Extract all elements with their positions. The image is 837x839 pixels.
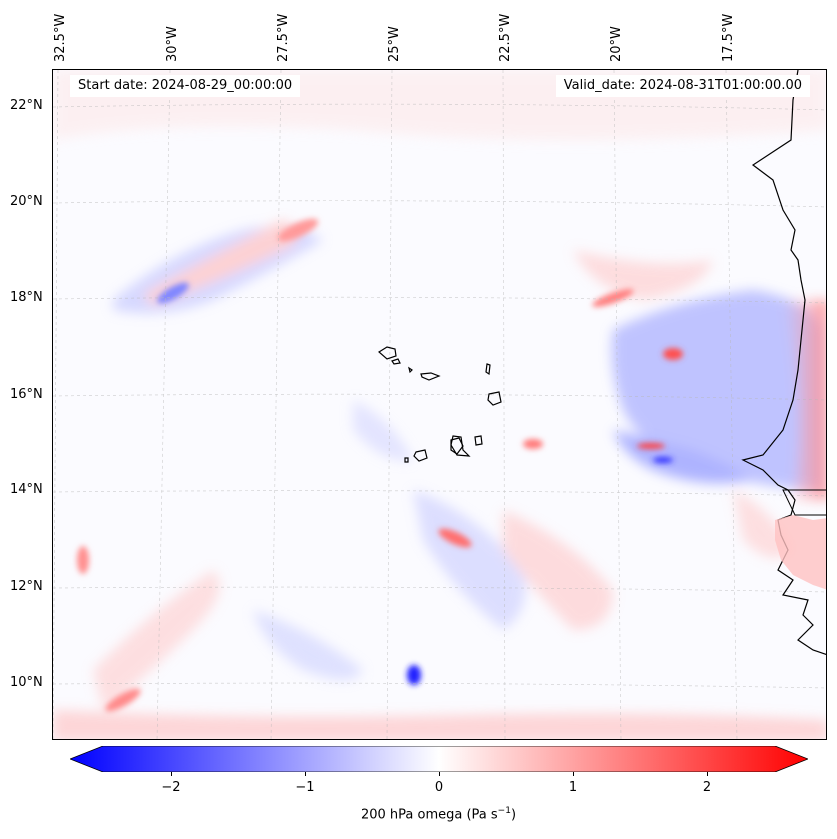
- colorbar-tick-label: −1: [295, 780, 315, 795]
- lon-label-22-5w: 22.5°W: [498, 13, 513, 62]
- map-panel[interactable]: [52, 69, 827, 740]
- valid-date-label: Valid_date: 2024-08-31T01:00:00.00: [555, 75, 810, 97]
- colorbar-tick-mark: [573, 772, 574, 776]
- lon-label-32-5w: 32.5°W: [53, 13, 68, 62]
- lon-label-30w: 30°W: [165, 26, 180, 62]
- lat-label-16n: 16°N: [10, 387, 43, 402]
- colorbar-tick-label: 2: [702, 780, 712, 795]
- lat-label-14n: 14°N: [10, 482, 43, 497]
- colorbar: [70, 746, 808, 772]
- lat-label-20n: 20°N: [10, 194, 43, 209]
- lon-label-20w: 20°W: [609, 26, 624, 62]
- colorbar-tick-label: 0: [434, 780, 444, 795]
- start-date-label: Start date: 2024-08-29_00:00:00: [70, 75, 301, 97]
- colorbar-label-end: ): [510, 807, 517, 823]
- colorbar-tick-mark: [171, 772, 172, 776]
- colorbar-label-text: 200 hPa omega (Pa s: [360, 807, 498, 823]
- lat-label-12n: 12°N: [10, 579, 43, 594]
- lat-label-22n: 22°N: [10, 98, 43, 113]
- lon-label-27-5w: 27.5°W: [276, 13, 291, 62]
- omega-field: [53, 70, 826, 739]
- colorbar-tick-mark: [707, 772, 708, 776]
- lat-label-10n: 10°N: [10, 675, 43, 690]
- colorbar-label-exponent: −1: [497, 806, 511, 816]
- colorbar-tick-mark: [439, 772, 440, 776]
- coastline-west-africa: [741, 70, 826, 655]
- lon-label-17-5w: 17.5°W: [721, 13, 736, 62]
- lat-label-18n: 18°N: [10, 290, 43, 305]
- colorbar-tick-label: −2: [161, 780, 181, 795]
- colorbar-tick-mark: [305, 772, 306, 776]
- lon-label-25w: 25°W: [387, 26, 402, 62]
- colorbar-label: 200 hPa omega (Pa s−1): [0, 806, 837, 822]
- colorbar-tick-label: 1: [568, 780, 578, 795]
